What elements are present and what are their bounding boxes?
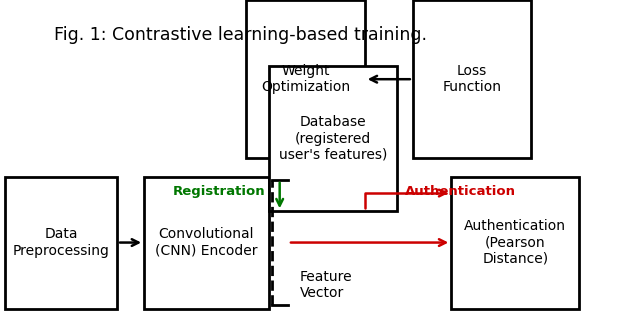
Bar — [269, 66, 397, 211]
Text: Authentication
(Pearson
Distance): Authentication (Pearson Distance) — [464, 219, 566, 266]
Bar — [451, 177, 579, 309]
Text: Feature
Vector: Feature Vector — [300, 270, 352, 300]
Text: Loss
Function: Loss Function — [442, 64, 502, 94]
Bar — [5, 177, 117, 309]
Text: Database
(registered
user's features): Database (registered user's features) — [278, 115, 387, 162]
Text: Weight
Optimization: Weight Optimization — [261, 64, 350, 94]
Text: Registration: Registration — [173, 185, 266, 198]
Bar — [246, 0, 365, 158]
Bar — [413, 0, 531, 158]
Text: Authentication: Authentication — [405, 185, 516, 198]
Text: Fig. 1: Contrastive learning-based training.: Fig. 1: Contrastive learning-based train… — [54, 26, 428, 44]
Text: Data
Preprocessing: Data Preprocessing — [13, 227, 109, 258]
Bar — [144, 177, 269, 309]
Text: Convolutional
(CNN) Encoder: Convolutional (CNN) Encoder — [155, 227, 258, 258]
